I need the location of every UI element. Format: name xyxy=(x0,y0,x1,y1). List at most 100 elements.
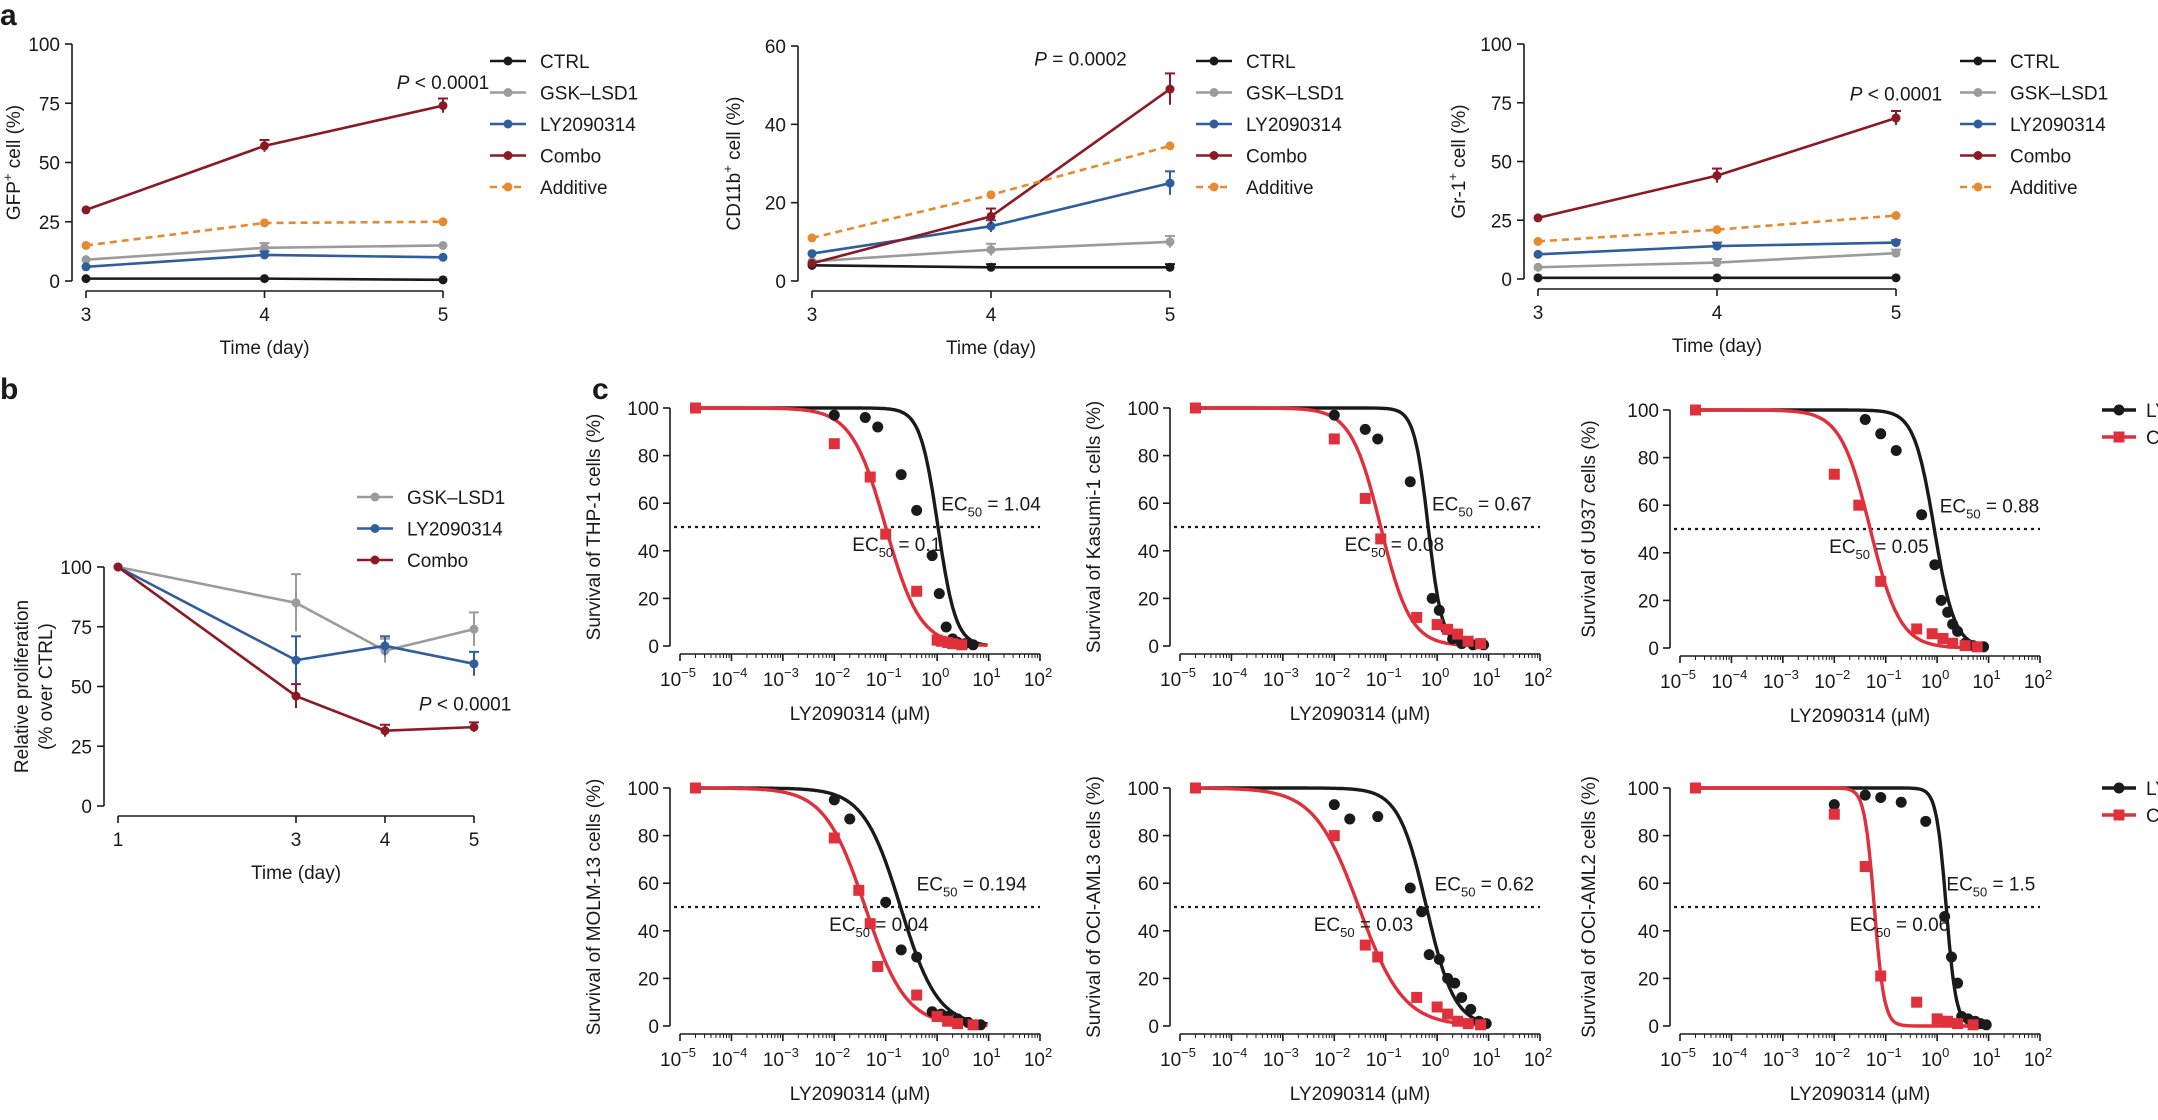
x-tick-label: 102 xyxy=(1524,665,1552,691)
x-tick-base: 10 xyxy=(660,1050,681,1071)
data-point xyxy=(1165,262,1175,272)
data-point-ly2090314 xyxy=(1890,444,1902,456)
y-axis-label-main: Gr-1 xyxy=(1449,181,1470,219)
data-point-ly2090314 xyxy=(1344,813,1356,825)
data-point-combo xyxy=(864,471,876,483)
ec50-subscript: 50 xyxy=(1371,545,1385,560)
legend-label: LY2090314 xyxy=(2010,115,2106,136)
legend-label: GSK–LSD1 xyxy=(540,84,638,105)
y-tick-label: 60 xyxy=(638,494,659,515)
ec50-prefix: EC xyxy=(1829,537,1855,558)
ec50-value: = 0.03 xyxy=(1355,915,1414,936)
x-tick-label: 102 xyxy=(1024,1045,1052,1071)
data-point xyxy=(469,659,479,669)
ec50-prefix: EC xyxy=(1345,535,1371,556)
data-point xyxy=(260,141,269,151)
p-value-annotation: P < 0.0001 xyxy=(397,73,489,94)
data-point-combo xyxy=(1828,468,1840,480)
data-point xyxy=(81,255,91,265)
data-point-ly2090314 xyxy=(1433,604,1445,616)
x-tick-exponent: 2 xyxy=(1045,1045,1052,1060)
x-tick-base: 10 xyxy=(1024,670,1045,691)
ec50-subscript: 50 xyxy=(1966,506,1980,521)
y-tick-label: 75 xyxy=(39,94,60,115)
series-combo xyxy=(1533,109,1901,223)
y-axis-label: GFP+ cell (%) xyxy=(0,105,25,220)
x-tick-exponent: −2 xyxy=(1835,1045,1850,1060)
fit-curve-ly xyxy=(1195,786,1489,1025)
data-point-combo xyxy=(1442,623,1454,635)
y-tick-label: 80 xyxy=(1638,449,1659,470)
y-tick-label: 20 xyxy=(765,194,786,215)
y-tick-label: 25 xyxy=(71,737,92,758)
x-tick-label: 10−3 xyxy=(1263,665,1299,691)
y-tick-label: 50 xyxy=(39,154,60,175)
legend-marker xyxy=(1973,88,1983,97)
y-axis-label-main: CD11b xyxy=(724,173,745,231)
legend-label: LY2090314 xyxy=(1246,115,1342,136)
fit-curve-combo xyxy=(1695,408,1988,650)
data-point-combo xyxy=(911,989,923,1001)
fit-curve-combo xyxy=(1695,786,1988,1028)
y-tick-label: 80 xyxy=(1138,827,1159,848)
x-tick-base: 10 xyxy=(711,670,732,691)
data-point-ly2090314 xyxy=(1859,414,1871,426)
data-point-combo xyxy=(853,884,865,896)
y-axis-label: Survival of Kasumi-1 cells (%) xyxy=(1084,401,1105,653)
x-tick-label: 10−3 xyxy=(1763,667,1799,693)
x-tick-exponent: −4 xyxy=(1733,667,1748,682)
x-tick-base: 10 xyxy=(1472,670,1493,691)
data-point-ly2090314 xyxy=(940,621,952,633)
x-tick-base: 10 xyxy=(1972,672,1993,693)
series-line xyxy=(811,88,1171,265)
x-tick-exponent: 1 xyxy=(1494,665,1501,680)
data-point-ly2090314 xyxy=(1895,796,1907,808)
x-tick-label: 10−1 xyxy=(1866,1045,1902,1071)
legend-marker xyxy=(1209,151,1219,160)
x-tick-exponent: −4 xyxy=(1733,1045,1748,1060)
x-tick-label: 10−1 xyxy=(866,1045,902,1071)
data-point-combo xyxy=(1452,1015,1464,1027)
series-line xyxy=(117,565,475,653)
data-point xyxy=(81,205,91,215)
data-point-ly2090314 xyxy=(911,504,923,516)
x-tick-label: 3 xyxy=(81,305,92,326)
data-point-combo xyxy=(1971,641,1983,653)
legend-label: LY2090314 xyxy=(2146,779,2158,800)
series-combo xyxy=(81,97,448,215)
data-point xyxy=(986,211,996,221)
x-tick-exponent: 1 xyxy=(1494,1045,1501,1060)
x-tick-base: 10 xyxy=(1211,1050,1232,1071)
data-point xyxy=(1891,211,1901,221)
data-point xyxy=(986,245,996,255)
data-point-ly2090314 xyxy=(828,794,840,806)
x-tick-label: 10−4 xyxy=(1711,1045,1747,1071)
x-tick-exponent: −4 xyxy=(733,1045,748,1060)
y-axis-label: Survival of OCI-AML2 cells (%) xyxy=(1579,776,1600,1038)
data-point-combo xyxy=(1689,404,1701,416)
x-tick-exponent: −1 xyxy=(1887,1045,1902,1060)
y-tick-label: 0 xyxy=(775,272,786,293)
series-ly xyxy=(81,250,448,272)
y-tick-label: 0 xyxy=(1501,270,1512,291)
x-tick-label: 102 xyxy=(1024,665,1052,691)
data-point-combo xyxy=(1926,628,1938,640)
p-value: < 0.0001 xyxy=(1862,84,1942,105)
legend-label: CTRL xyxy=(1246,52,1296,73)
ec50-value: = 0.06 xyxy=(1891,915,1950,936)
x-tick-base: 10 xyxy=(1524,1050,1545,1071)
legend-marker xyxy=(370,555,380,565)
data-point-ly2090314 xyxy=(1423,949,1435,961)
y-tick-label: 20 xyxy=(1638,591,1659,612)
data-point-ly2090314 xyxy=(859,412,871,424)
y-tick-label: 80 xyxy=(638,827,659,848)
data-point-ly2090314 xyxy=(828,409,840,421)
x-tick-exponent: −2 xyxy=(1335,1045,1350,1060)
x-tick-label: 100 xyxy=(921,665,949,691)
x-tick-exponent: −1 xyxy=(887,1045,902,1060)
data-point-combo xyxy=(1189,782,1201,794)
y-axis-label: Survival of THP-1 cells (%) xyxy=(584,414,605,641)
data-point xyxy=(807,258,817,268)
x-tick-exponent: −5 xyxy=(1681,667,1696,682)
x-tick-label: 10−2 xyxy=(814,665,850,691)
